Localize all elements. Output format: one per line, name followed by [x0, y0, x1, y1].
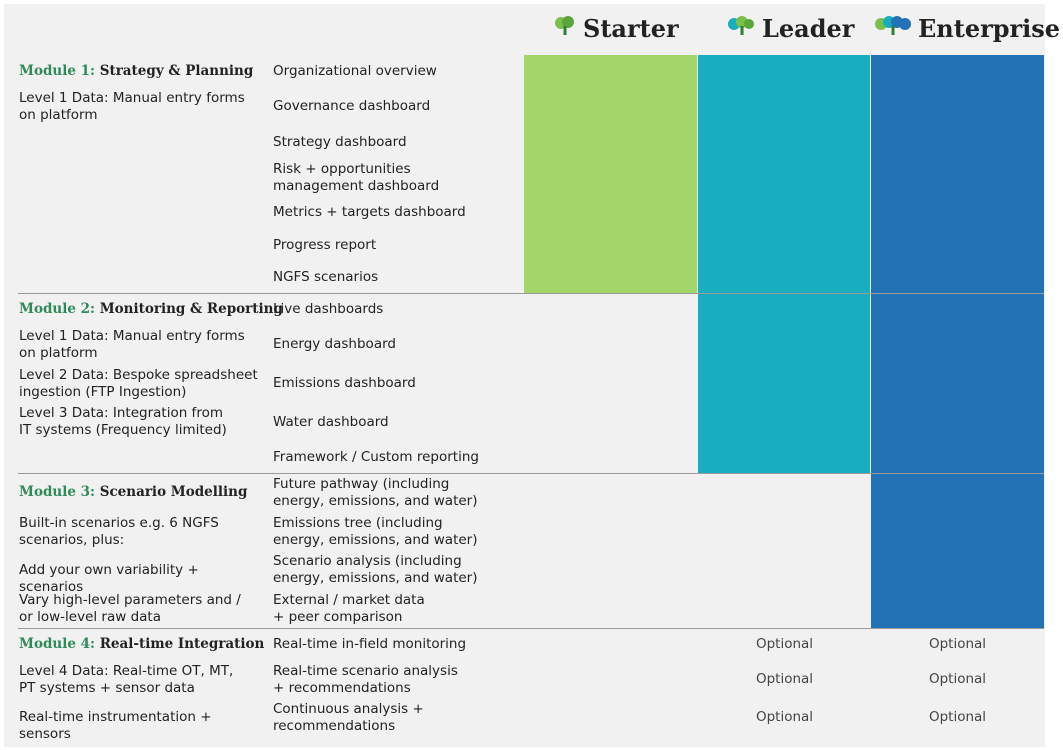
- feature-item: Future pathway (including energy, emissi…: [273, 476, 478, 509]
- module-note: Add your own variability + scenarios: [19, 562, 199, 595]
- module-note: Level 1 Data: Manual entry forms on plat…: [19, 90, 245, 123]
- feature-item: Live dashboards: [273, 301, 384, 317]
- feature-item: Real-time in-field monitoring: [273, 636, 467, 652]
- leader-optional-label: Optional: [755, 671, 814, 687]
- feature-item: External / market data + peer comparison: [273, 592, 425, 625]
- plan-name: Starter: [583, 13, 679, 43]
- feature-item: Real-time scenario analysis + recommenda…: [273, 663, 458, 696]
- enterprise-optional-label: Optional: [928, 671, 987, 687]
- module-note: Level 3 Data: Integration from IT system…: [19, 405, 227, 438]
- feature-item: Progress report: [273, 237, 377, 253]
- feature-item: Strategy dashboard: [273, 134, 407, 150]
- plan-header-starter: Starter: [553, 12, 679, 44]
- feature-item: NGFS scenarios: [273, 269, 379, 285]
- enterprise-optional-label: Optional: [928, 636, 987, 652]
- plan-header-leader: Leader: [726, 12, 854, 44]
- module-title: Module 2: Monitoring & Reporting: [19, 301, 283, 317]
- module-note: Level 2 Data: Bespoke spreadsheet ingest…: [19, 367, 258, 400]
- module-divider: [18, 293, 1044, 294]
- feature-item: Scenario analysis (including energy, emi…: [273, 553, 478, 586]
- enterprise-coverage-bar: [871, 55, 1044, 628]
- module-title: Module 3: Scenario Modelling: [19, 484, 248, 500]
- leader-optional-label: Optional: [755, 636, 814, 652]
- module-divider: [18, 473, 1044, 474]
- plan-name: Enterprise: [918, 13, 1061, 43]
- plan-header-enterprise: Enterprise: [874, 12, 1060, 44]
- feature-item: Emissions dashboard: [273, 375, 416, 391]
- starter-coverage-bar: [524, 55, 697, 293]
- feature-item: Organizational overview: [273, 63, 437, 79]
- leader-coverage-bar: [698, 55, 870, 473]
- tree-icon: [874, 14, 912, 43]
- feature-item: Water dashboard: [273, 414, 389, 430]
- module-note: Built-in scenarios e.g. 6 NGFS scenarios…: [19, 515, 219, 548]
- feature-item: Metrics + targets dashboard: [273, 204, 466, 220]
- tree-icon: [553, 14, 577, 43]
- leader-optional-label: Optional: [755, 709, 814, 725]
- feature-item: Governance dashboard: [273, 98, 431, 114]
- plan-name: Leader: [762, 13, 855, 43]
- module-note: Vary high-level parameters and / or low-…: [19, 592, 241, 625]
- module-title: Module 1: Strategy & Planning: [19, 63, 254, 79]
- enterprise-optional-label: Optional: [928, 709, 987, 725]
- module-note: Level 4 Data: Real-time OT, MT, PT syste…: [19, 663, 234, 696]
- module-title: Module 4: Real-time Integration: [19, 636, 265, 652]
- feature-item: Framework / Custom reporting: [273, 449, 479, 465]
- feature-item: Risk + opportunities management dashboar…: [273, 161, 440, 194]
- feature-item: Continuous analysis + recommendations: [273, 701, 424, 734]
- module-divider: [18, 628, 1044, 629]
- module-note: Real-time instrumentation + sensors: [19, 709, 212, 742]
- tree-icon: [726, 14, 756, 43]
- module-note: Level 1 Data: Manual entry forms on plat…: [19, 328, 245, 361]
- feature-item: Energy dashboard: [273, 336, 396, 352]
- feature-item: Emissions tree (including energy, emissi…: [273, 515, 478, 548]
